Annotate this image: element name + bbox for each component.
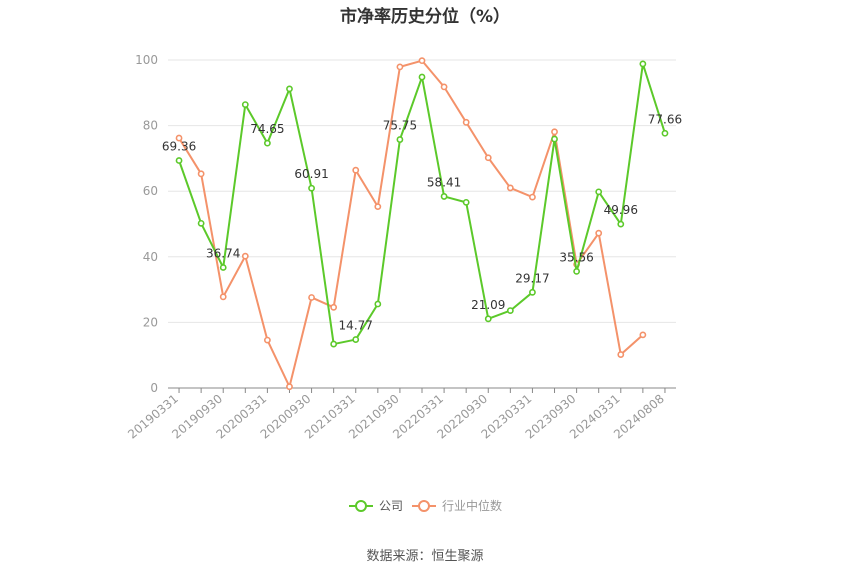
data-point — [330, 303, 338, 311]
data-point — [197, 170, 205, 178]
data-point — [661, 129, 669, 137]
y-tick-label: 20 — [143, 315, 158, 329]
data-point — [551, 128, 558, 136]
data-point — [241, 252, 249, 260]
data-point — [241, 101, 249, 109]
data-label: 35.56 — [559, 250, 593, 264]
data-source: 数据来源：恒生聚源 — [366, 549, 484, 564]
data-point — [308, 184, 315, 192]
data-point — [418, 73, 426, 81]
data-point — [639, 60, 647, 68]
data-label: 58.41 — [427, 175, 461, 189]
legend-industry-label: 行业中位数 — [442, 498, 502, 513]
data-point — [175, 134, 183, 142]
data-point — [175, 157, 183, 164]
y-tick-label: 60 — [143, 184, 158, 198]
data-label: 36.74 — [206, 246, 240, 260]
data-point — [418, 57, 426, 65]
data-label: 69.36 — [162, 139, 196, 153]
series-line-company — [178, 62, 666, 346]
y-tick-label: 0 — [150, 381, 158, 395]
data-point — [286, 383, 293, 391]
data-point — [595, 229, 603, 237]
data-point — [263, 336, 271, 344]
data-point — [396, 63, 404, 71]
data-point — [396, 136, 404, 143]
data-point — [551, 135, 558, 143]
data-point — [330, 340, 338, 348]
data-point — [639, 331, 647, 339]
chart-title: 市净率历史分位（%） — [339, 7, 511, 27]
data-point — [374, 203, 382, 211]
data-point — [286, 85, 293, 93]
data-point — [529, 288, 536, 296]
data-point — [352, 336, 360, 343]
data-label: 21.09 — [471, 298, 505, 312]
data-label: 49.96 — [604, 203, 638, 217]
data-label: 74.65 — [250, 122, 284, 136]
data-point — [462, 118, 470, 126]
data-point — [440, 83, 448, 91]
data-point — [219, 264, 227, 271]
data-label: 77.66 — [648, 112, 682, 126]
data-label: 29.17 — [515, 271, 549, 285]
data-point — [197, 219, 205, 227]
data-point — [484, 315, 492, 323]
data-point — [529, 193, 536, 201]
y-tick-label: 80 — [143, 119, 158, 133]
legend-industry-marker — [418, 500, 430, 512]
legend-company-marker — [355, 500, 367, 512]
data-point — [308, 294, 315, 301]
data-point — [440, 193, 448, 200]
data-point — [484, 154, 492, 162]
data-point — [219, 293, 227, 301]
data-point — [595, 188, 603, 196]
data-point — [506, 307, 514, 314]
legend-company-label: 公司 — [379, 499, 403, 513]
data-label: 14.77 — [339, 319, 373, 333]
data-point — [617, 220, 625, 228]
data-point — [506, 184, 514, 192]
y-tick-label: 100 — [135, 53, 158, 67]
data-point — [263, 139, 271, 147]
data-point — [617, 351, 625, 358]
data-point — [573, 267, 581, 275]
series-line-industry — [178, 59, 644, 388]
data-label: 60.91 — [294, 167, 328, 181]
y-tick-label: 40 — [143, 250, 158, 264]
data-point — [352, 166, 360, 174]
data-label: 75.75 — [383, 119, 417, 133]
data-point — [462, 198, 470, 206]
data-point — [374, 300, 382, 308]
